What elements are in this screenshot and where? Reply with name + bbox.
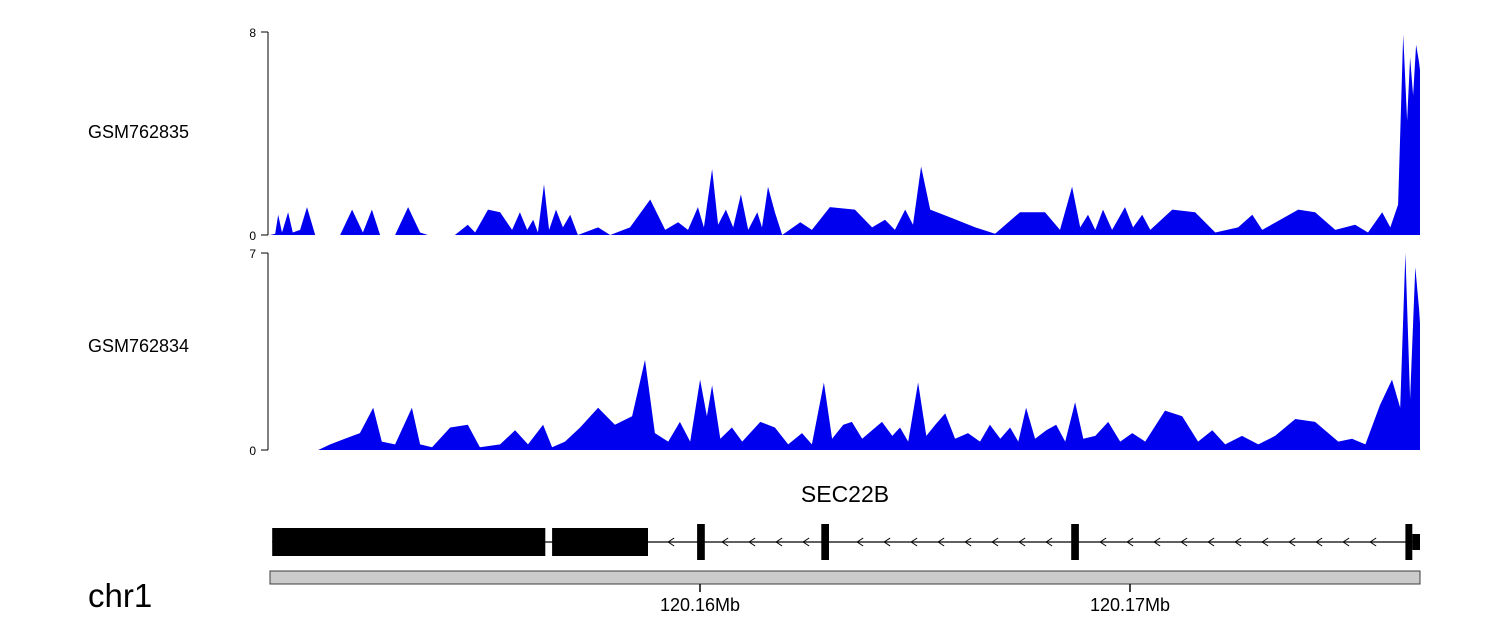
chromosome-axis: 120.16Mb 120.17Mb <box>269 570 1421 615</box>
strand-arrow-left <box>856 537 864 547</box>
gene-model-track <box>272 524 1420 560</box>
strand-arrow-left <box>667 537 675 547</box>
gene-name-label: SEC22B <box>801 481 889 507</box>
strand-arrow-left <box>1180 537 1188 547</box>
track2-name-label: GSM762834 <box>88 336 189 356</box>
coverage-track-1 <box>270 34 1420 235</box>
strand-arrow-left <box>1153 537 1161 547</box>
strand-arrow-left <box>1261 537 1269 547</box>
track1-y-axis: 8 0 <box>249 26 269 243</box>
strand-arrow-left <box>802 537 810 547</box>
gene-utr-box <box>1412 534 1420 550</box>
strand-arrow-left <box>1342 537 1350 547</box>
axis-tick-label: 120.17Mb <box>1090 595 1170 615</box>
strand-arrow-left <box>1207 537 1215 547</box>
strand-arrow-left <box>883 537 891 547</box>
strand-arrow-left <box>964 537 972 547</box>
strand-arrow-left <box>910 537 918 547</box>
gene-exon-box <box>272 528 546 556</box>
strand-arrow-left <box>991 537 999 547</box>
gene-exon-box <box>1405 524 1413 560</box>
track2-ymax-label: 7 <box>249 247 256 261</box>
track2-y-axis: 7 0 <box>249 247 269 458</box>
strand-arrow-left <box>1126 537 1134 547</box>
gene-exon-box <box>697 524 705 560</box>
strand-arrow-left <box>775 537 783 547</box>
track1-ymin-label: 0 <box>249 229 256 243</box>
signal-area <box>270 253 1420 450</box>
coverage-track-2 <box>270 253 1420 450</box>
strand-arrow-left <box>1018 537 1026 547</box>
chromosome-bar <box>269 570 1421 585</box>
gene-exon-box <box>821 524 829 560</box>
strand-arrow-left <box>937 537 945 547</box>
track2-ymin-label: 0 <box>249 444 256 458</box>
strand-arrow-left <box>748 537 756 547</box>
strand-arrow-left <box>1315 537 1323 547</box>
strand-arrow-left <box>1234 537 1242 547</box>
strand-arrow-left <box>1099 537 1107 547</box>
strand-arrow-left <box>1369 537 1377 547</box>
gene-exon-box <box>552 528 648 556</box>
strand-arrow-left <box>721 537 729 547</box>
track1-ymax-label: 8 <box>249 26 256 40</box>
gene-exon-box <box>1071 524 1079 560</box>
axis-tick-label: 120.16Mb <box>660 595 740 615</box>
strand-arrow-left <box>1045 537 1053 547</box>
strand-arrow-left <box>1288 537 1296 547</box>
chromosome-name-label: chr1 <box>88 577 152 614</box>
signal-area <box>270 34 1420 235</box>
track1-name-label: GSM762835 <box>88 122 189 142</box>
